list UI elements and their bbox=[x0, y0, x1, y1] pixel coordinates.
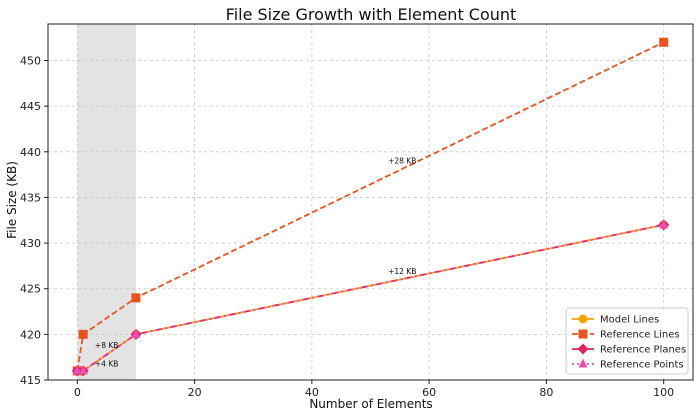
y-tick-label: 440 bbox=[20, 146, 41, 159]
legend-label-reference-planes: Reference Planes bbox=[600, 345, 686, 356]
legend-marker-reference-lines bbox=[578, 329, 588, 339]
y-tick-label: 415 bbox=[20, 374, 41, 387]
legend-box bbox=[565, 307, 689, 375]
y-tick-label: 435 bbox=[20, 191, 41, 204]
x-axis-title: Number of Elements bbox=[309, 397, 432, 411]
highlight-region bbox=[77, 24, 136, 380]
data-point-reference-lines bbox=[78, 329, 88, 339]
axes-frame bbox=[47, 23, 694, 381]
x-tick-label: 60 bbox=[422, 386, 436, 399]
y-tick-label: 430 bbox=[20, 237, 41, 250]
annotation-label: +8 KB bbox=[95, 341, 119, 350]
x-tick-label: 0 bbox=[74, 386, 81, 399]
data-point-reference-lines bbox=[659, 37, 669, 47]
y-tick-label: 450 bbox=[20, 55, 41, 68]
chart-title: File Size Growth with Element Count bbox=[226, 5, 517, 24]
x-tick-label: 80 bbox=[539, 386, 553, 399]
legend-marker-model-lines bbox=[578, 314, 588, 324]
annotation-label: +12 KB bbox=[388, 267, 416, 276]
data-point-reference-points bbox=[131, 328, 141, 338]
y-tick-label: 445 bbox=[20, 100, 41, 113]
annotation-label: +28 KB bbox=[388, 157, 416, 166]
data-point-reference-points bbox=[659, 219, 669, 229]
plot-area: 0 20 40 60 80 100 415 420 425 430 435 440 445 450 +8 K… bbox=[20, 23, 694, 399]
x-tick-label: 100 bbox=[653, 386, 674, 399]
y-tick-label: 420 bbox=[20, 328, 41, 341]
x-tick-label: 40 bbox=[305, 386, 319, 399]
series-line-reference-lines bbox=[76, 41, 665, 372]
y-tick-label: 425 bbox=[20, 283, 41, 296]
data-point-reference-points bbox=[72, 365, 82, 375]
data-point-reference-points bbox=[78, 365, 88, 375]
annotation-label: +4 KB bbox=[95, 359, 119, 368]
x-tick-label: 20 bbox=[188, 386, 202, 399]
legend-label-reference-points: Reference Points bbox=[600, 360, 684, 371]
legend-marker-reference-points bbox=[578, 358, 588, 368]
legend: Model Lines Reference Lines Reference Plan… bbox=[565, 307, 689, 375]
legend-marker-reference-planes bbox=[577, 343, 589, 355]
y-axis-title: File Size (KB) bbox=[5, 161, 19, 239]
legend-label-model-lines: Model Lines bbox=[600, 315, 659, 326]
data-point-reference-lines bbox=[131, 293, 141, 303]
legend-label-reference-lines: Reference Lines bbox=[600, 330, 680, 341]
